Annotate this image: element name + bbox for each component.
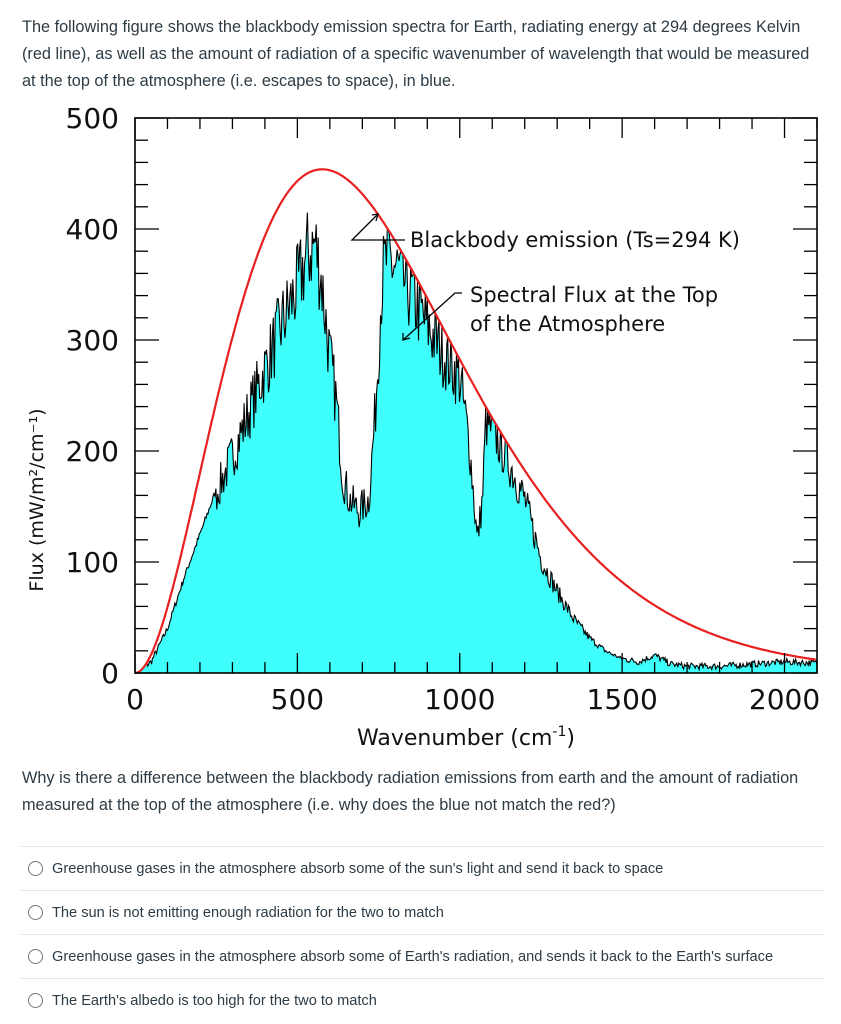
- annotation-blackbody: Blackbody emission (Ts=294 K): [410, 228, 740, 252]
- y-tick-label: 400: [66, 213, 119, 246]
- radio-button[interactable]: [28, 861, 43, 876]
- option-label: The sun is not emitting enough radiation…: [52, 904, 444, 921]
- x-tick-label: 1000: [424, 683, 495, 716]
- blackbody-curve: [135, 168, 816, 675]
- option-label: The Earth's albedo is too high for the t…: [52, 992, 377, 1009]
- option-label: Greenhouse gases in the atmosphere absor…: [52, 860, 664, 877]
- toa-flux-area: [135, 212, 817, 673]
- toa-flux-line: [134, 212, 818, 674]
- intro-text: The following figure shows the blackbody…: [22, 18, 810, 90]
- spectrum-chart: 0 500 1000 1500 2000 0 100 200 300 400 500 Flux (m…: [26, 102, 820, 751]
- y-tick-label: 300: [66, 324, 119, 357]
- annotation-arrows: [350, 213, 462, 341]
- plot-frame: [134, 117, 818, 674]
- x-tick-label: 0: [126, 683, 144, 716]
- question-text: Why is there a difference between the bl…: [22, 769, 799, 814]
- x-tick-label: 1500: [587, 683, 658, 716]
- annotation-toa-line2: of the Atmosphere: [470, 312, 665, 336]
- option-2[interactable]: The sun is not emitting enough radiation…: [20, 890, 825, 934]
- y-tick-label: 0: [101, 657, 119, 690]
- y-axis-label: Flux (mW/m²/cm⁻¹): [26, 408, 48, 591]
- radio-button[interactable]: [28, 949, 43, 964]
- radio-button[interactable]: [28, 993, 43, 1008]
- answer-options: Greenhouse gases in the atmosphere absor…: [20, 846, 825, 1022]
- option-1[interactable]: Greenhouse gases in the atmosphere absor…: [20, 846, 825, 890]
- radio-button[interactable]: [28, 905, 43, 920]
- x-tick-label: 500: [271, 683, 324, 716]
- arrow-blackbody: [350, 213, 405, 241]
- option-3[interactable]: Greenhouse gases in the atmosphere absor…: [20, 934, 825, 978]
- y-tick-label: 200: [66, 435, 119, 468]
- arrow-toa: [402, 292, 462, 341]
- annotation-toa-line1: Spectral Flux at the Top: [470, 283, 718, 307]
- x-tick-label: 2000: [749, 683, 820, 716]
- y-tick-label: 100: [66, 546, 119, 579]
- x-axis-label: Wavenumber (cm-1): [357, 724, 575, 751]
- option-4[interactable]: The Earth's albedo is too high for the t…: [20, 978, 825, 1022]
- option-label: Greenhouse gases in the atmosphere absor…: [52, 948, 774, 965]
- y-tick-label: 500: [66, 102, 119, 135]
